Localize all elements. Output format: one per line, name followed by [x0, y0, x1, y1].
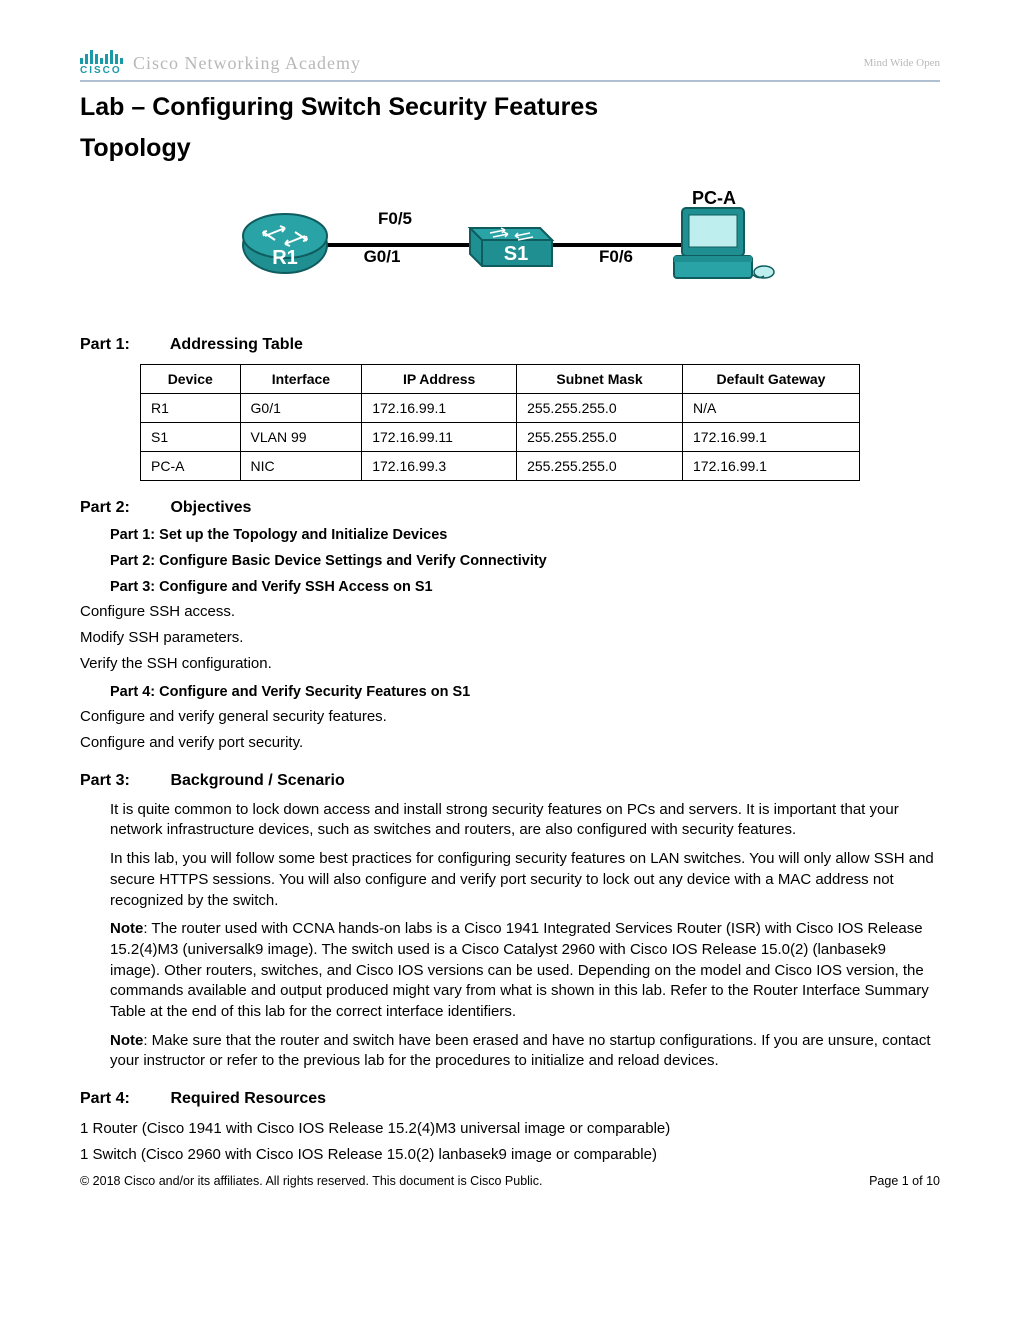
- pc-icon: PC-A: [674, 190, 774, 278]
- table-header-cell: Default Gateway: [683, 365, 860, 394]
- page-container: CISCO Cisco Networking Academy Mind Wide…: [0, 0, 1020, 1218]
- table-cell: N/A: [683, 394, 860, 423]
- doc-title-2: Topology: [80, 131, 940, 166]
- note2-label: Note: [110, 1032, 143, 1049]
- r1-label: R1: [272, 247, 298, 269]
- part3-title: Background / Scenario: [170, 772, 344, 789]
- resource-2: 1 Switch (Cisco 2960 with Cisco IOS Rele…: [80, 1144, 940, 1166]
- part4-label: Part 4:: [80, 1090, 166, 1108]
- doc-title-1: Lab – Configuring Switch Security Featur…: [80, 90, 940, 125]
- table-header-cell: Device: [141, 365, 241, 394]
- cisco-logo-icon: CISCO: [80, 50, 123, 76]
- part4-title: Required Resources: [170, 1090, 326, 1107]
- header-bar: CISCO Cisco Networking Academy Mind Wide…: [80, 50, 940, 82]
- note1-label: Note: [110, 920, 143, 937]
- part3-heading: Part 3: Background / Scenario: [80, 772, 940, 790]
- topology-svg: R1 S1 PC-A: [230, 190, 790, 300]
- table-cell: PC-A: [141, 452, 241, 481]
- switch-icon: S1: [470, 228, 552, 266]
- obj-sub2-1: Configure and verify port security.: [80, 732, 940, 754]
- table-row: S1VLAN 99172.16.99.11255.255.255.0172.16…: [141, 423, 860, 452]
- resource-1: 1 Router (Cisco 1941 with Cisco IOS Rele…: [80, 1118, 940, 1140]
- academy-text: Cisco Networking Academy: [133, 53, 361, 74]
- scenario-p2: In this lab, you will follow some best p…: [110, 849, 940, 911]
- table-cell: VLAN 99: [240, 423, 362, 452]
- note2-text: : Make sure that the router and switch h…: [110, 1032, 931, 1070]
- table-cell: 255.255.255.0: [517, 423, 683, 452]
- part1-heading: Part 1: Addressing Table: [80, 336, 940, 354]
- part4-heading: Part 4: Required Resources: [80, 1090, 940, 1108]
- page-footer: © 2018 Cisco and/or its affiliates. All …: [80, 1174, 940, 1188]
- obj-p2: Part 2: Configure Basic Device Settings …: [110, 553, 940, 569]
- table-header-cell: Interface: [240, 365, 362, 394]
- logo-bars: [80, 50, 123, 64]
- obj-sub1-2: Verify the SSH configuration.: [80, 653, 940, 675]
- logo-text: CISCO: [80, 65, 122, 76]
- obj-p3: Part 3: Configure and Verify SSH Access …: [110, 579, 940, 595]
- tagline: Mind Wide Open: [864, 57, 940, 69]
- table-cell: 172.16.99.1: [362, 394, 517, 423]
- table-header-cell: IP Address: [362, 365, 517, 394]
- table-body: R1G0/1172.16.99.1255.255.255.0N/AS1VLAN …: [141, 394, 860, 481]
- link2-label: F0/6: [599, 247, 633, 266]
- table-cell: 255.255.255.0: [517, 394, 683, 423]
- part1-label: Part 1:: [80, 336, 166, 354]
- table-header-cell: Subnet Mask: [517, 365, 683, 394]
- obj-sub1-1: Modify SSH parameters.: [80, 627, 940, 649]
- part1-title: Addressing Table: [170, 336, 303, 353]
- s1-label: S1: [504, 243, 528, 265]
- table-cell: R1: [141, 394, 241, 423]
- footer-left: © 2018 Cisco and/or its affiliates. All …: [80, 1174, 542, 1188]
- scenario-note2: Note: Make sure that the router and swit…: [110, 1031, 940, 1072]
- router-icon: R1: [243, 214, 327, 273]
- obj-p1: Part 1: Set up the Topology and Initiali…: [110, 527, 940, 543]
- footer-right: Page 1 of 10: [869, 1174, 940, 1188]
- table-header-row: DeviceInterfaceIP AddressSubnet MaskDefa…: [141, 365, 860, 394]
- note1-text: : The router used with CCNA hands-on lab…: [110, 920, 929, 1020]
- part2-heading: Part 2: Objectives: [80, 499, 940, 517]
- addressing-table: DeviceInterfaceIP AddressSubnet MaskDefa…: [140, 364, 860, 481]
- table-cell: NIC: [240, 452, 362, 481]
- link1-bottom: G0/1: [364, 247, 401, 266]
- topology-diagram: R1 S1 PC-A: [80, 166, 940, 318]
- table-cell: 172.16.99.3: [362, 452, 517, 481]
- part3-label: Part 3:: [80, 772, 166, 790]
- part2-label: Part 2:: [80, 499, 166, 517]
- link1-top: F0/5: [378, 209, 412, 228]
- obj-sub2-0: Configure and verify general security fe…: [80, 706, 940, 728]
- table-cell: 172.16.99.11: [362, 423, 517, 452]
- table-cell: 172.16.99.1: [683, 452, 860, 481]
- scenario-note1: Note: The router used with CCNA hands-on…: [110, 919, 940, 1022]
- table-row: PC-ANIC172.16.99.3255.255.255.0172.16.99…: [141, 452, 860, 481]
- table-cell: G0/1: [240, 394, 362, 423]
- obj-sub1-0: Configure SSH access.: [80, 601, 940, 623]
- table-cell: 255.255.255.0: [517, 452, 683, 481]
- table-row: R1G0/1172.16.99.1255.255.255.0N/A: [141, 394, 860, 423]
- scenario-p1: It is quite common to lock down access a…: [110, 800, 940, 841]
- header-left: CISCO Cisco Networking Academy: [80, 50, 361, 76]
- table-cell: S1: [141, 423, 241, 452]
- pc-label: PC-A: [692, 190, 736, 208]
- table-cell: 172.16.99.1: [683, 423, 860, 452]
- part2-title: Objectives: [170, 499, 251, 516]
- obj-p4: Part 4: Configure and Verify Security Fe…: [110, 684, 940, 700]
